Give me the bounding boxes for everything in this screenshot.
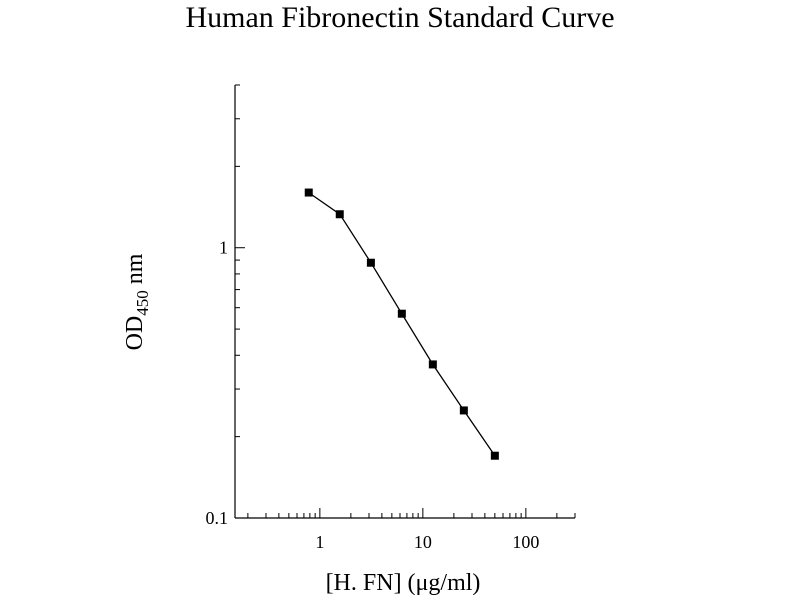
axes: [234, 85, 575, 519]
y-axis-label: OD450 nm: [122, 253, 152, 350]
y-tick-label: 1: [219, 238, 228, 258]
y-axis-label-unit: nm: [122, 253, 148, 290]
y-tick-label: 0.1: [206, 508, 229, 528]
data-point: [366, 258, 375, 267]
data-point: [490, 451, 499, 460]
data-point: [335, 210, 344, 219]
y-axis-label-subscript: 450: [133, 290, 152, 316]
data-point: [304, 188, 313, 197]
y-axis-label-main: OD: [122, 316, 148, 351]
data-point: [428, 360, 437, 369]
data-point: [459, 406, 468, 415]
x-tick-label: 10: [414, 532, 432, 552]
data-point: [397, 309, 406, 318]
x-tick-label: 100: [512, 532, 539, 552]
series-layer: [304, 188, 499, 460]
ticks: 1 10 100 0.1 1: [206, 84, 576, 552]
x-axis-label: [H. FN] (μg/ml): [326, 570, 481, 596]
x-tick-label: 1: [315, 532, 324, 552]
series-line: [308, 192, 496, 457]
chart-title: Human Fibronectin Standard Curve: [185, 1, 615, 34]
